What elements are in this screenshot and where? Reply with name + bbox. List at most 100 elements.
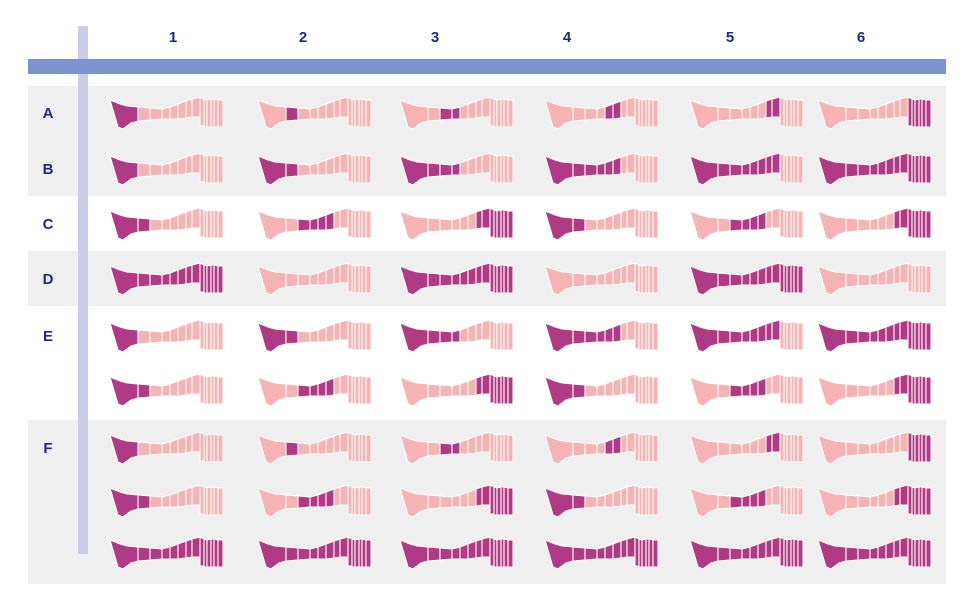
leg-segment (749, 380, 759, 397)
leg-segment (641, 154, 647, 184)
leg-segment (325, 488, 335, 508)
leg-segment (481, 319, 491, 341)
leg-segment (869, 272, 879, 286)
leg-segment (339, 319, 349, 341)
column-label: 3 (431, 29, 439, 46)
leg-segment (213, 209, 219, 239)
leg-segment (729, 384, 743, 398)
leg-segment (634, 262, 640, 293)
leg-segment (317, 491, 327, 508)
leg-segment (177, 377, 187, 397)
leg-segment (354, 486, 360, 516)
leg-segment (729, 163, 743, 177)
leg-segment (161, 272, 171, 286)
leg-segment (584, 547, 598, 561)
leg-segment (206, 264, 212, 294)
leg-segment (459, 380, 469, 397)
leg-segment (741, 162, 751, 176)
leg-segment (634, 319, 640, 350)
leg-segment (481, 373, 491, 395)
leg-segment (584, 218, 598, 232)
leg-segment (817, 210, 847, 241)
leg-segment (620, 264, 628, 285)
leg-segment (206, 209, 212, 239)
leg-segment (869, 217, 879, 231)
row-axis-bar (78, 26, 88, 554)
leg-segment (771, 373, 781, 395)
leg-segment (626, 96, 636, 118)
leg-segment (845, 329, 859, 345)
leg-segment (489, 319, 495, 350)
leg-segment (427, 106, 441, 122)
leg-segment (648, 98, 654, 128)
leg-segment (652, 210, 659, 239)
leg-segment (652, 155, 659, 184)
leg-segment (779, 484, 785, 515)
leg-segment (475, 433, 483, 454)
leg-segment (496, 486, 502, 516)
leg-segment (285, 383, 299, 399)
leg-segment (427, 162, 441, 178)
leg-segment (149, 107, 163, 121)
leg-segment (199, 96, 205, 127)
leg-segment (507, 487, 514, 516)
leg-segment (481, 262, 491, 284)
leg-segment (634, 431, 640, 462)
leg-segment (467, 540, 477, 560)
leg-segment (893, 154, 901, 175)
leg-segment (297, 163, 311, 177)
leg-segment (845, 546, 859, 562)
leg-segment (507, 210, 514, 239)
leg-segment (893, 375, 901, 396)
row-label: C (43, 216, 54, 233)
leg-segment (297, 330, 311, 344)
leg-segment (779, 536, 785, 567)
leg-segment (199, 536, 205, 567)
leg-segment (217, 434, 224, 463)
leg-segment (596, 383, 606, 397)
leg-segment (439, 384, 453, 398)
leg-segment (899, 152, 909, 174)
leg-segment (620, 433, 628, 454)
leg-segment (757, 435, 767, 455)
leg-segment (213, 486, 219, 516)
leg-segment (459, 159, 469, 176)
leg-segment (137, 106, 151, 122)
leg-segment (749, 269, 759, 286)
leg-segment (161, 106, 171, 120)
leg-segment (199, 431, 205, 462)
leg-segment (741, 494, 751, 508)
leg-segment (325, 377, 335, 397)
leg-segment (771, 484, 781, 506)
leg-segment (177, 211, 187, 231)
leg-segment (347, 262, 353, 293)
leg-segment (779, 373, 785, 404)
leg-segment (169, 103, 179, 120)
leg-segment (925, 322, 932, 351)
leg-segment (771, 96, 781, 118)
leg-segment (439, 330, 453, 344)
leg-segment (496, 209, 502, 239)
leg-segment (149, 330, 163, 344)
leg-segment (361, 321, 367, 351)
leg-segment (333, 264, 341, 285)
leg-segment (893, 321, 901, 342)
leg-segment (217, 99, 224, 128)
leg-segment (765, 98, 773, 119)
leg-segment (149, 218, 163, 232)
leg-segment (749, 326, 759, 343)
leg-segment (765, 486, 773, 507)
leg-segment (749, 543, 759, 560)
leg-segment (137, 383, 151, 399)
leg-segment (604, 491, 614, 508)
leg-segment (857, 107, 871, 121)
leg-segment (914, 375, 920, 405)
leg-segment (297, 273, 311, 287)
leg-segment (877, 380, 887, 397)
leg-segment (652, 434, 659, 463)
leg-segment (217, 487, 224, 516)
leg-segment (206, 321, 212, 351)
leg-segment (907, 319, 913, 350)
leg-segment (921, 538, 927, 568)
leg-segment (717, 546, 731, 562)
